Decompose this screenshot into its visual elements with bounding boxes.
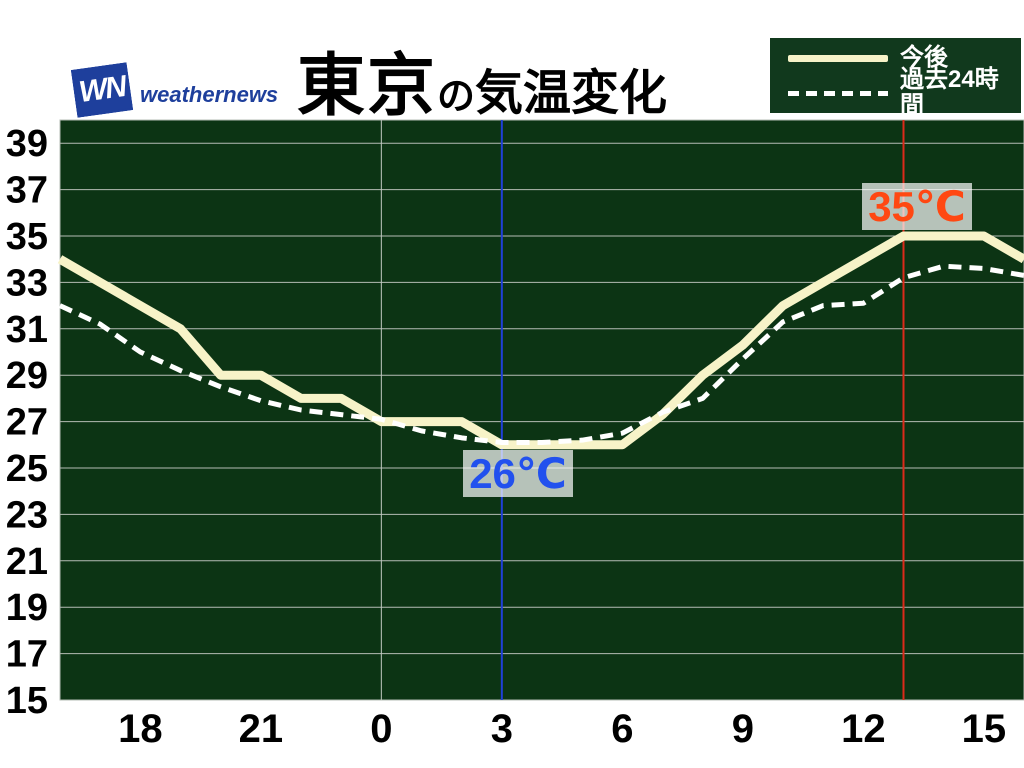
x-tick-label: 12 — [841, 707, 886, 751]
x-tick-label: 6 — [611, 707, 633, 751]
chart-legend: 今後 過去24時間 — [770, 38, 1021, 119]
legend-item-forecast: 今後 — [770, 45, 1021, 71]
y-tick-label: 29 — [6, 355, 48, 397]
y-tick-label: 21 — [6, 541, 48, 583]
y-tick-label: 31 — [6, 309, 48, 351]
title-city: 東京 — [297, 48, 438, 124]
y-tick-label: 19 — [6, 587, 48, 629]
min-temp-value: 26℃ — [469, 450, 567, 497]
title-particle: の — [437, 76, 476, 118]
weathernews-logo: WN weathernews — [68, 60, 298, 120]
past-line-sample — [788, 90, 888, 96]
max-temp-annotation: 35℃ — [862, 183, 972, 230]
legend-label-forecast: 今後 — [900, 44, 948, 71]
y-tick-label: 33 — [6, 262, 48, 304]
y-tick-label: 37 — [6, 170, 48, 212]
x-tick-label: 9 — [732, 707, 754, 751]
x-tick-label: 3 — [491, 707, 513, 751]
y-tick-label: 15 — [6, 680, 48, 722]
max-temp-value: 35℃ — [868, 183, 966, 230]
forecast-line-sample — [788, 54, 888, 62]
y-tick-label: 35 — [6, 216, 48, 258]
title-suffix: 気温変化 — [475, 67, 668, 120]
legend-label-past: 過去24時間 — [900, 66, 999, 119]
x-tick-label: 0 — [370, 707, 392, 751]
y-tick-label: 25 — [6, 448, 48, 490]
x-tick-label: 15 — [962, 707, 1007, 751]
logo-wordmark: weathernews — [140, 82, 279, 107]
y-tick-label: 39 — [6, 123, 48, 165]
x-tick-label: 21 — [239, 707, 284, 751]
page-title: 東京 の 気温変化 — [297, 30, 667, 129]
legend-item-past: 過去24時間 — [770, 67, 1021, 119]
y-tick-label: 23 — [6, 494, 48, 536]
series-line-past — [58, 263, 1024, 445]
x-tick-label: 18 — [118, 707, 163, 751]
min-temp-annotation: 26℃ — [463, 450, 573, 497]
y-tick-label: 17 — [6, 634, 48, 676]
y-tick-label: 27 — [6, 402, 48, 444]
